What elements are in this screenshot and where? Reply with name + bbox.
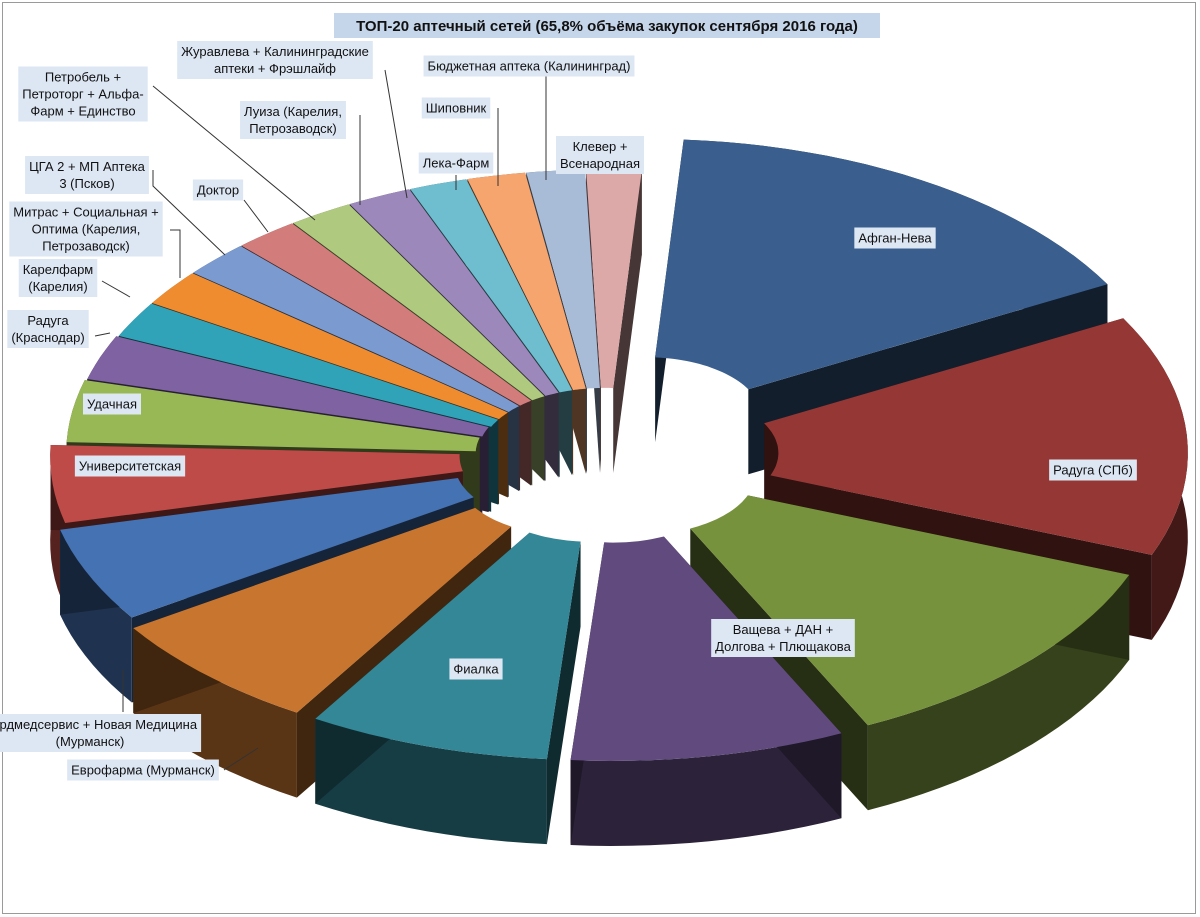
slice-1 [764,318,1188,555]
slice-side-2 [867,574,1130,811]
leader-line-15 [384,69,408,199]
slice-label-box-0 [854,227,936,249]
leader-line-9 [101,280,131,298]
slice-label-box-7 [83,393,141,415]
slice-label-18: Бюджетная аптека (Калининград) [428,59,631,74]
slice-label-box-6 [74,455,186,477]
leader-line-8 [94,332,111,337]
slice-cut-4-0 [546,541,581,845]
slice-label-box-5 [0,714,202,752]
slice-label-box-15 [177,41,373,79]
slice-label-2: Ващева + ДАН + Долгова + Плющакова [715,622,851,654]
slice-14 [293,204,545,401]
slice-label-8: Радуга (Краснодар) [11,313,84,345]
slice-label-box-12 [192,179,244,201]
slice-label-box-10 [9,201,163,257]
slice-label-box-17 [421,97,491,119]
slice-2 [690,495,1130,726]
slice-15 [349,189,559,396]
slice-label-box-18 [423,55,635,77]
leader-lines [94,69,547,771]
slice-label-4: Еврофарма (Мурманск) [71,763,215,778]
leader-line-12 [243,199,269,233]
slice-label-0: Афган-Нева [858,231,932,246]
slice-label-15: Журавлева + Калининградские аптеки + Фрэш… [181,44,369,76]
slice-6 [60,478,474,618]
slice-label-box-14 [240,101,346,139]
slice-tops [50,139,1188,761]
slice-9 [87,336,489,437]
slice-label-3: Фиалка [453,662,499,677]
slice-label-16: Лека-Фарм [423,156,490,171]
slice-label-9: Карелфарм (Карелия) [23,262,94,294]
slice-label-10: Митрас + Социальная + Оптима (Карелия, Пет… [13,205,158,254]
slice-label-box-3 [449,658,503,680]
slice-cut-19-1 [613,170,642,474]
slice-label-1: Радуга (СПб) [1053,463,1133,478]
slice-side-3 [570,733,842,846]
slice-label-12: Доктор [197,183,239,198]
slice-5 [133,507,512,713]
leader-line-4 [223,747,259,771]
slice-label-box-2 [711,619,855,657]
leader-line-11 [152,170,226,256]
slice-label-box-19 [555,136,645,174]
slice-label-14: Луиза (Карелия, Петрозаводск) [244,104,342,136]
slice-13 [241,223,532,406]
slice-label-19: Клевер + Всенародная [560,139,640,171]
slice-17 [467,172,586,391]
slice-12 [193,246,520,412]
slice-11 [152,273,508,420]
chart-title: ТОП-20 аптечный сетей (65,8% объёма заку… [356,18,858,35]
slice-8 [66,380,480,452]
slice-label-13: Петробель + Петроторг + Альфа-Фарм + Един… [22,70,143,119]
slice-18 [526,169,600,389]
slice-label-box-4 [67,759,219,781]
slice-label-11: ЦГА 2 + МП Аптека 3 (Псков) [29,159,146,191]
chart-title-box [334,13,880,38]
slice-labels: Афган-Нева Радуга (СПб) Ващева + ДАН + Долг… [0,41,1137,781]
slice-4 [315,532,581,760]
leader-line-13 [152,85,316,221]
slice-label-5: Нордмедсервис + Новая Медицина (Мурманск) [0,717,198,749]
slice-label-17: Шиповник [426,101,487,116]
slice-label-box-16 [418,152,494,174]
slice-label-box-1 [1049,459,1137,481]
slice-label-box-13 [18,66,148,122]
slice-16 [410,179,573,393]
slice-0 [655,139,1108,390]
slice-19 [586,169,642,389]
slice-label-6: Университетская [79,459,181,474]
slice-label-box-11 [25,156,149,194]
slice-label-box-8 [7,310,89,348]
slice-3 [570,536,842,761]
slice-10 [118,303,499,427]
leader-line-10 [170,229,181,278]
slice-label-box-9 [18,259,98,297]
slice-label-7: Удачная [87,397,137,412]
